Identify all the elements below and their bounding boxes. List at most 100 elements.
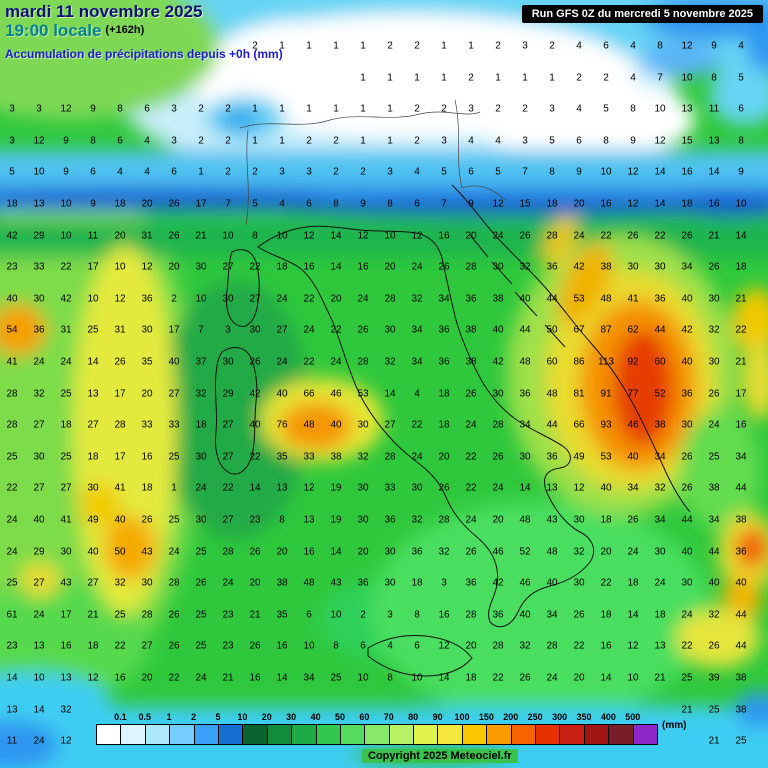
precip-value: 9: [468, 198, 474, 210]
precip-value: 9: [630, 135, 636, 147]
legend-tick-label: 10: [237, 712, 248, 722]
precip-value: 25: [60, 451, 72, 463]
precip-value: 48: [519, 514, 531, 526]
precip-value: 25: [195, 609, 207, 621]
precip-value: 25: [6, 451, 18, 463]
legend-swatch: [144, 724, 171, 745]
precip-value: 20: [465, 640, 477, 652]
precip-value: 66: [573, 419, 585, 431]
precip-legend: (mm) 0.1 0.5 1 2 5 10 20 30 40 50 60 70 80 90 100 150 20…: [96, 712, 736, 745]
precip-value: 18: [465, 672, 477, 684]
precip-value: 32: [411, 514, 423, 526]
precip-value: 24: [492, 482, 504, 494]
precip-value: 34: [654, 451, 666, 463]
precip-value: 81: [573, 388, 585, 400]
precip-value: 1: [522, 72, 528, 84]
precip-value: 6: [306, 609, 312, 621]
precip-value: 13: [87, 388, 99, 400]
precip-value: 21: [735, 356, 747, 368]
precip-value: 4: [630, 72, 636, 84]
precip-value: 30: [87, 482, 99, 494]
precip-value: 42: [681, 324, 693, 336]
precip-value: 1: [441, 40, 447, 52]
precip-value: 22: [168, 672, 180, 684]
legend-tick-label: 2: [191, 712, 197, 722]
precip-value: 36: [33, 324, 45, 336]
precip-value: 24: [195, 672, 207, 684]
precip-value: 24: [168, 546, 180, 558]
precip-value: 48: [519, 356, 531, 368]
precip-value: 38: [492, 293, 504, 305]
precip-value: 30: [222, 293, 234, 305]
precip-value: 8: [252, 230, 258, 242]
precip-value: 3: [36, 103, 42, 115]
precip-value: 34: [735, 451, 747, 463]
precip-value: 30: [573, 577, 585, 589]
precip-value: 21: [681, 704, 693, 716]
legend-swatch: [193, 724, 219, 745]
precip-value: 18: [681, 198, 693, 210]
precip-value: 43: [141, 546, 153, 558]
precip-value: 30: [141, 577, 153, 589]
precip-value: 26: [681, 451, 693, 463]
precip-value: 17: [735, 388, 747, 400]
precip-value: 25: [6, 577, 18, 589]
precip-value: 35: [141, 356, 153, 368]
legend-swatch: [413, 724, 439, 745]
precip-value: 30: [411, 482, 423, 494]
copyright-label: Copyright 2025 Meteociel.fr: [362, 749, 518, 763]
precip-value: 10: [87, 293, 99, 305]
precip-value: 6: [306, 198, 312, 210]
precip-value: 26: [168, 198, 180, 210]
precip-value: 14: [735, 230, 747, 242]
precip-value: 16: [600, 198, 612, 210]
precip-value: 27: [33, 419, 45, 431]
precip-value: 52: [654, 388, 666, 400]
legend-tick-label: 250: [527, 712, 543, 722]
precip-value: 28: [492, 640, 504, 652]
precip-value: 32: [519, 261, 531, 273]
precip-value: 37: [195, 356, 207, 368]
precip-value: 38: [465, 356, 477, 368]
precip-value: 10: [654, 103, 666, 115]
precip-value: 16: [303, 546, 315, 558]
precip-value: 12: [303, 230, 315, 242]
precip-value: 20: [438, 451, 450, 463]
precip-value: 2: [414, 135, 420, 147]
precip-value: 44: [546, 419, 558, 431]
precip-value: 26: [681, 482, 693, 494]
precip-value: 26: [195, 577, 207, 589]
precip-value: 30: [573, 514, 585, 526]
precip-value: 25: [168, 514, 180, 526]
precip-value: 13: [33, 198, 45, 210]
precip-value: 3: [468, 103, 474, 115]
legend-tick-label: 150: [478, 712, 494, 722]
precip-value: 9: [63, 135, 69, 147]
legend-tick-label: 5: [215, 712, 221, 722]
precip-value: 34: [708, 514, 720, 526]
precip-value: 50: [114, 546, 126, 558]
precip-value: 2: [522, 103, 528, 115]
precip-value: 17: [195, 198, 207, 210]
precip-value: 48: [303, 577, 315, 589]
precip-value: 26: [627, 230, 639, 242]
precip-value: 3: [549, 103, 555, 115]
precip-value: 9: [90, 103, 96, 115]
precip-value: 14: [627, 609, 639, 621]
precip-value: 5: [9, 166, 15, 178]
precip-value: 27: [222, 419, 234, 431]
precip-value: 6: [576, 135, 582, 147]
legend-swatch: [559, 724, 585, 745]
precip-value: 22: [411, 419, 423, 431]
precip-value: 36: [546, 451, 558, 463]
precip-value: 22: [465, 451, 477, 463]
precip-value: 53: [573, 293, 585, 305]
precip-value: 42: [492, 356, 504, 368]
precip-value: 28: [357, 356, 369, 368]
precip-value: 3: [441, 135, 447, 147]
precip-value: 24: [6, 546, 18, 558]
precip-value: 30: [249, 324, 261, 336]
precip-value: 27: [87, 419, 99, 431]
precip-value: 8: [711, 72, 717, 84]
precip-value: 13: [33, 640, 45, 652]
